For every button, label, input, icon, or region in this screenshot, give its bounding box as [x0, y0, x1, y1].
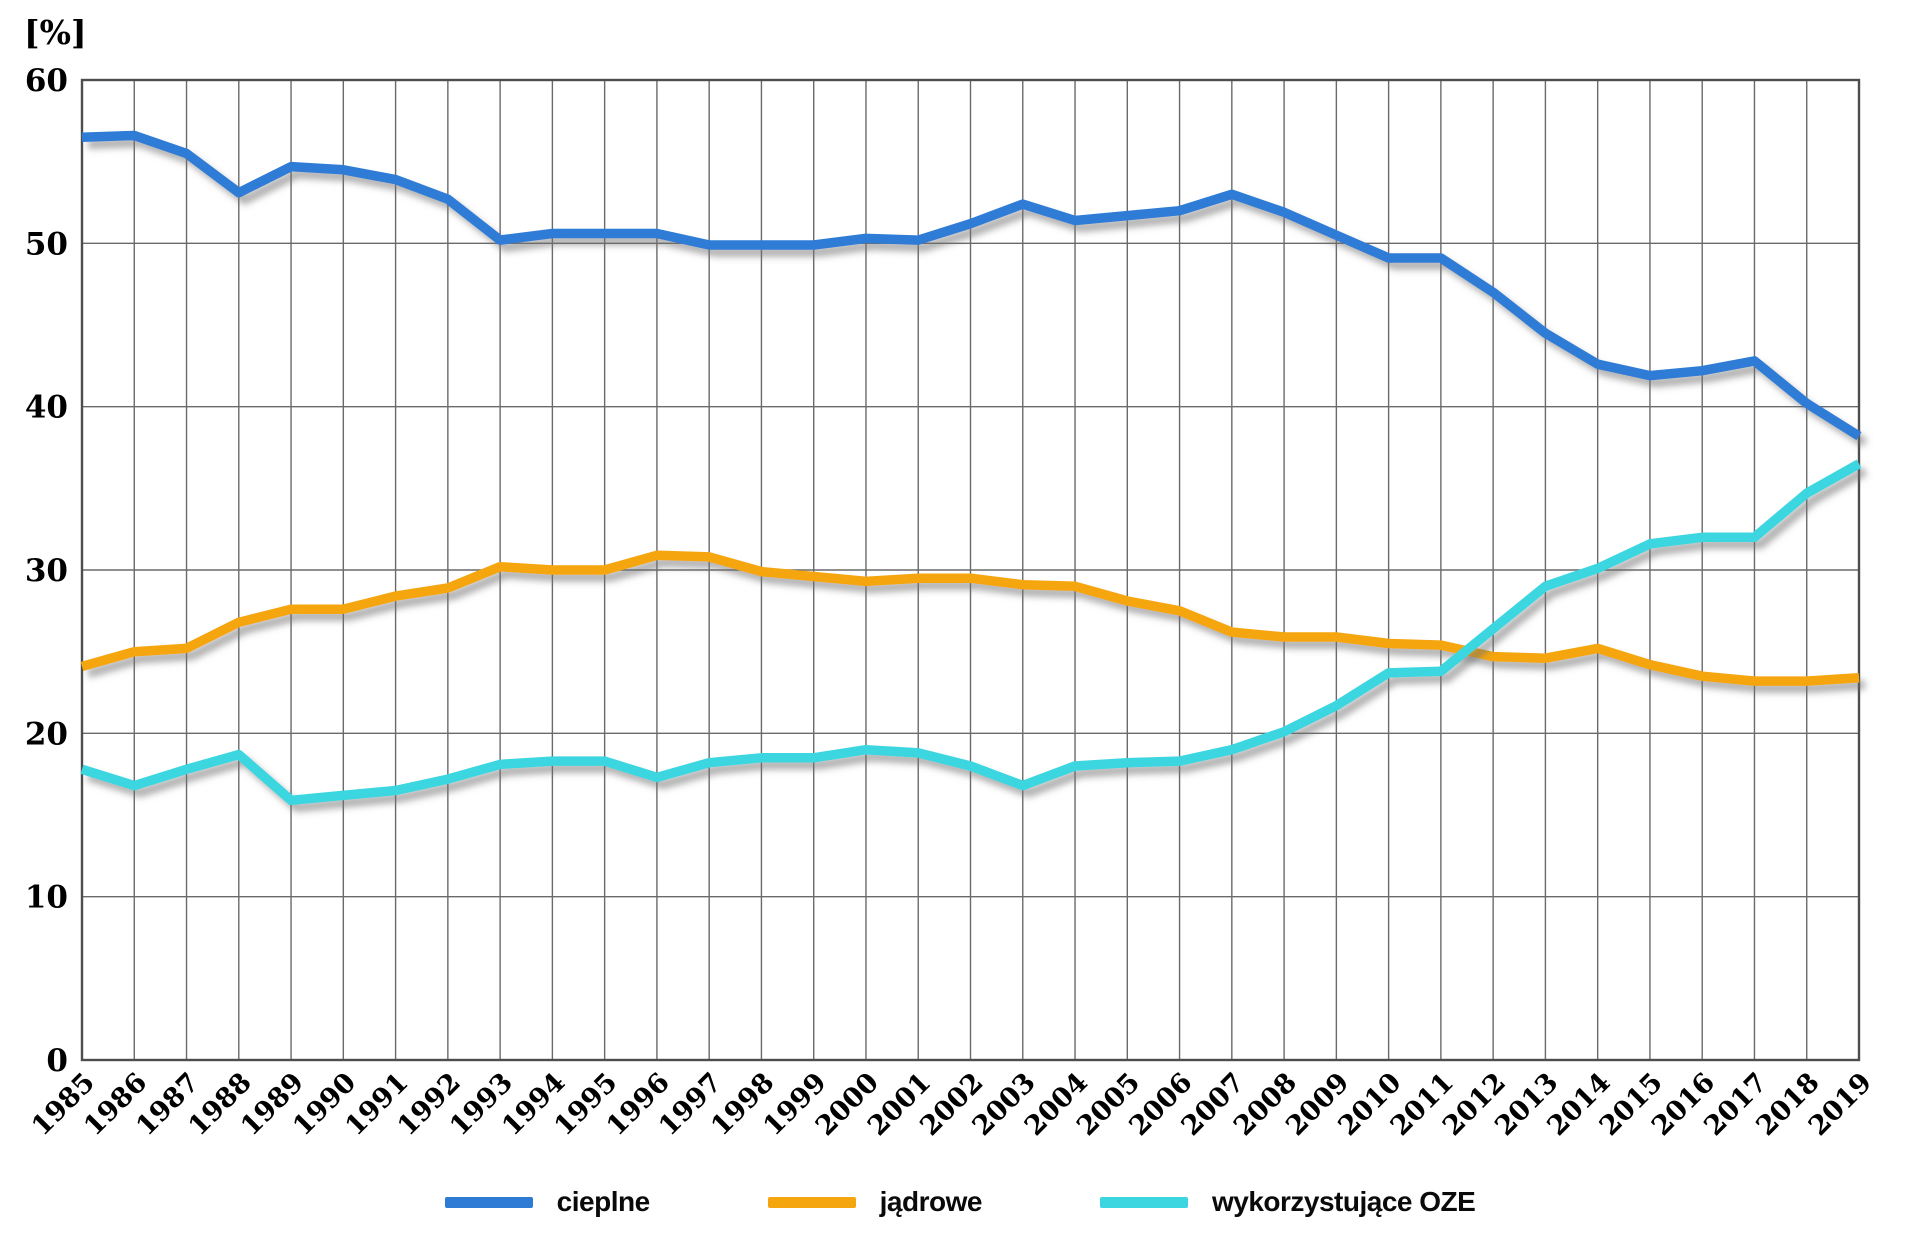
legend-label-cieplne: cieplne — [556, 1186, 650, 1217]
legend-item-oze: wykorzystujące OZE — [1099, 1186, 1476, 1218]
y-tick-label: 20 — [25, 716, 68, 752]
y-tick-label: 10 — [25, 880, 68, 916]
series-lines — [80, 130, 1862, 806]
series-line-cieplne — [81, 130, 1862, 441]
legend-swatch-cieplne — [444, 1196, 533, 1208]
legend-swatch-oze — [1099, 1196, 1188, 1208]
legend-swatch-jadrowe — [767, 1196, 856, 1208]
series-line-wykorzystujące-OZE — [80, 459, 1862, 806]
series-line-jądrowe — [80, 550, 1860, 686]
y-tick-labels: 0 10 20 30 40 50 60 — [25, 63, 68, 1079]
y-axis-unit-label: [%] — [24, 13, 87, 52]
y-tick-label: 40 — [25, 390, 68, 426]
chart-legend: cieplne jądrowe wykorzystujące OZE — [0, 1186, 1920, 1218]
legend-label-oze: wykorzystujące OZE — [1211, 1186, 1476, 1217]
x-tick-labels: 1985198619871988198919901991199219931994… — [26, 1067, 1878, 1142]
legend-label-jadrowe: jądrowe — [879, 1186, 983, 1217]
y-tick-label: 0 — [46, 1043, 68, 1079]
legend-item-jadrowe: jądrowe — [767, 1186, 983, 1218]
y-tick-label: 30 — [25, 553, 68, 589]
legend-item-cieplne: cieplne — [444, 1186, 650, 1218]
y-tick-label: 50 — [25, 226, 68, 262]
plot-frame — [80, 78, 1861, 1062]
y-tick-label: 60 — [25, 63, 68, 99]
grid — [81, 79, 1860, 1061]
